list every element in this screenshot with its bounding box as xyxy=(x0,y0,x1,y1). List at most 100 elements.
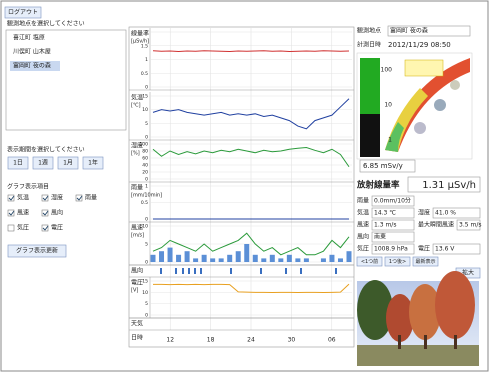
bar xyxy=(270,255,275,262)
period-label: 1日 xyxy=(13,160,23,167)
bar xyxy=(210,258,215,262)
info-label: 最大瞬間風速 xyxy=(418,221,454,229)
panel-unit: [m/s] xyxy=(131,233,144,239)
series-line xyxy=(153,51,349,52)
bar xyxy=(338,258,343,262)
bar xyxy=(193,258,198,262)
y-tick: 1 xyxy=(145,184,148,190)
checkbox-label: 風向 xyxy=(51,209,63,217)
info-label: 風速 xyxy=(357,222,369,229)
y-tick: 5 xyxy=(145,301,148,307)
y-tick: 40 xyxy=(142,163,148,169)
x-label: 18 xyxy=(207,337,215,344)
nav-label: 最新表示 xyxy=(415,258,435,265)
bar xyxy=(278,258,283,262)
bar xyxy=(236,251,241,262)
nav-label: 1つ後> xyxy=(389,258,406,265)
period-prompt: 表示期間を選択してください xyxy=(7,146,85,154)
gauge-label: 1 xyxy=(388,137,392,144)
info-value: 41.0 % xyxy=(435,210,456,217)
bar xyxy=(151,255,156,262)
y-tick: 0.5 xyxy=(141,71,148,77)
y-tick: 0 xyxy=(145,135,148,141)
bar xyxy=(287,255,292,262)
bar xyxy=(185,251,190,262)
items-prompt: グラフ表示項目 xyxy=(7,183,49,191)
y-tick: 15 xyxy=(142,94,148,100)
info-value: 14.3 ℃ xyxy=(374,210,396,217)
x-label: 24 xyxy=(247,337,255,344)
info-value: 1.3 m/s xyxy=(374,222,396,229)
bar xyxy=(329,255,334,262)
annual-dose: 6.85 mSv/y xyxy=(363,162,403,170)
checkbox[interactable] xyxy=(8,225,14,231)
y-tick: 10 xyxy=(142,290,148,296)
bar xyxy=(253,255,258,262)
y-tick: 0 xyxy=(145,85,148,91)
panel-unit: [%] xyxy=(131,151,140,157)
station-item[interactable]: 富岡町 夜の森 xyxy=(13,62,51,70)
y-tick: 1 xyxy=(145,57,148,63)
checkbox-label: 気温 xyxy=(17,194,29,202)
dose-label: 放射線量率 xyxy=(356,180,400,191)
y-tick: 0 xyxy=(145,177,148,183)
bar xyxy=(261,258,266,262)
y-tick: 10 xyxy=(142,107,148,113)
gauge xyxy=(357,53,472,159)
info-value: 3.5 m/s xyxy=(459,222,481,229)
panel-label: 雨量 xyxy=(131,185,143,192)
period-label: 1月 xyxy=(63,160,73,167)
panel-label: 気温 xyxy=(131,94,143,102)
checkbox-label: 雨量 xyxy=(85,195,97,202)
bar xyxy=(176,255,181,262)
checkbox-label: 気圧 xyxy=(17,224,29,232)
info-label: 電圧 xyxy=(418,246,430,253)
y-tick: 0.5 xyxy=(141,200,148,206)
bar xyxy=(244,244,249,262)
y-tick: 80 xyxy=(142,149,148,155)
panel-unit: [℃] xyxy=(131,103,141,109)
info-value: 13.6 V xyxy=(435,246,455,253)
date-label: 日時 xyxy=(131,334,143,342)
checkbox-label: 電圧 xyxy=(51,225,63,232)
nav-label: <1つ前 xyxy=(361,258,378,265)
bar xyxy=(159,251,164,262)
y-tick: 100 xyxy=(139,142,148,148)
time-value: 2012/11/29 08:50 xyxy=(388,41,451,49)
y-tick: 0 xyxy=(145,260,148,266)
time-label: 計測日時 xyxy=(357,41,381,49)
bar xyxy=(219,258,224,262)
gauge-label: 100 xyxy=(381,67,393,74)
station-list xyxy=(6,30,126,130)
update-label: グラフ表示更新 xyxy=(16,247,58,255)
x-label: 30 xyxy=(288,337,296,344)
info-label: 雨量 xyxy=(357,198,369,205)
y-tick: 1.5 xyxy=(141,43,148,49)
wind-dir-label: 風向 xyxy=(131,267,143,275)
photo xyxy=(357,271,479,366)
info-label: 湿度 xyxy=(418,209,430,217)
y-tick: 60 xyxy=(142,156,148,162)
bar xyxy=(295,258,300,262)
panel-unit: [V] xyxy=(131,288,138,294)
checkbox-label: 湿度 xyxy=(51,194,63,202)
x-label: 12 xyxy=(166,337,174,344)
y-tick: 15 xyxy=(142,279,148,285)
y-tick: 0 xyxy=(145,217,148,223)
bar xyxy=(321,258,326,262)
station-label: 観測地点 xyxy=(357,27,381,35)
bar xyxy=(227,255,232,262)
y-tick: 20 xyxy=(142,170,148,176)
station-item[interactable]: 喜江町 塩原 xyxy=(13,34,45,42)
info-value: 1008.9 hPa xyxy=(374,246,408,253)
panel-label: 電圧 xyxy=(131,280,143,287)
bar xyxy=(347,251,352,262)
y-tick: 2 xyxy=(145,30,148,36)
gauge-label: 10 xyxy=(384,102,392,109)
y-tick: 5 xyxy=(145,121,148,127)
weather-label: 天気 xyxy=(131,320,143,328)
chart-area xyxy=(129,27,354,347)
station-item[interactable]: 川俣町 山木屋 xyxy=(13,48,51,56)
dose-value: 1.31 μSv/h xyxy=(422,180,476,191)
y-tick: 10 xyxy=(142,224,148,230)
